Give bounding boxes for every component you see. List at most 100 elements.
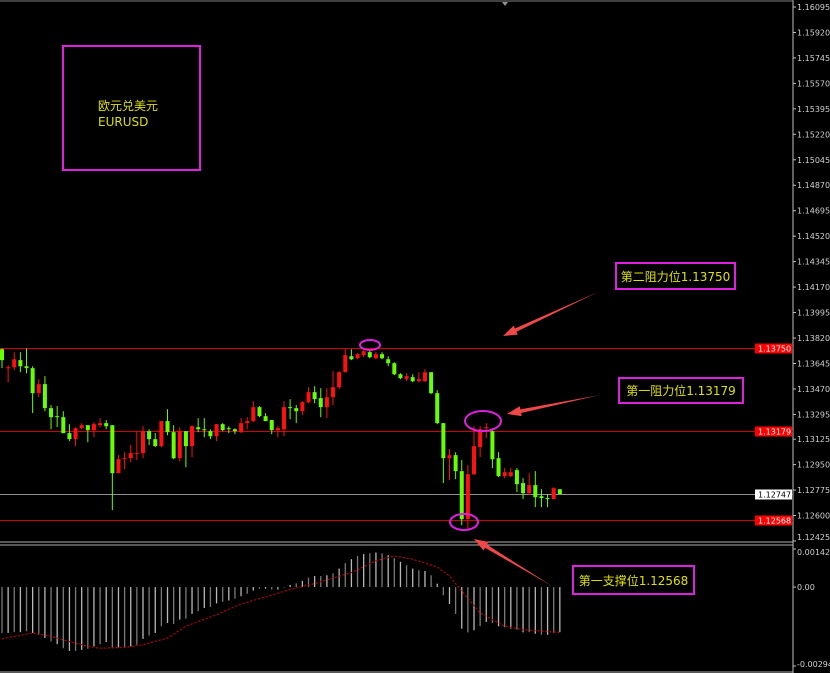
candle-up [190, 426, 195, 447]
current-price-tag [755, 489, 792, 500]
candle-down [226, 428, 231, 430]
price-tick-label: 1.14520 [797, 232, 830, 241]
candle-up [343, 355, 348, 373]
symbol-name-cn: 欧元兑美元 [98, 99, 159, 113]
candle-down [318, 398, 323, 408]
candle-up [79, 425, 84, 429]
current-price-tag-label: 1.12747 [758, 491, 791, 500]
level-price-tag [755, 343, 792, 354]
candle-up [502, 472, 507, 477]
candle-up [337, 372, 342, 388]
candle-down [441, 423, 446, 459]
candle-down [61, 417, 66, 434]
candle-up [527, 485, 532, 494]
price-tick-label: 1.15920 [797, 28, 830, 37]
price-tick-label: 1.14870 [797, 181, 830, 190]
candle-down [202, 429, 207, 431]
macd-tick-label: 0.00 [797, 583, 815, 592]
candle-down [410, 377, 415, 382]
candle-down [392, 363, 397, 375]
candle-up [239, 423, 244, 433]
candle-down [153, 439, 158, 447]
macd-tick-label: 0.00142 [797, 548, 830, 557]
candle-down [110, 425, 115, 474]
candle-down [435, 393, 440, 424]
price-tick-label: 1.12600 [797, 512, 830, 521]
arrow-icon [507, 395, 600, 417]
candle-down [0, 349, 4, 361]
candle-down [386, 359, 391, 364]
candle-down [165, 421, 170, 433]
candle-up [324, 397, 329, 408]
price-tick-label: 1.15220 [797, 130, 830, 139]
candle-down [294, 408, 299, 412]
candle-down [183, 431, 188, 447]
price-tick-label: 1.15745 [797, 54, 830, 63]
candle-up [275, 428, 280, 431]
price-tick-label: 1.15570 [797, 79, 830, 88]
candle-down [147, 431, 152, 440]
candle-up [91, 424, 96, 431]
level-price-tag-label: 1.12568 [758, 517, 791, 526]
symbol-box: 欧元兑美元 EURUSD [62, 45, 201, 171]
candle-down [104, 423, 109, 427]
price-tick-label: 1.13820 [797, 334, 830, 343]
price-tick-label: 1.12950 [797, 461, 830, 470]
candle-up [140, 431, 145, 454]
level-price-tag-label: 1.13179 [758, 428, 791, 437]
candle-up [251, 407, 256, 422]
price-tick-label: 1.16095 [797, 3, 830, 12]
support-1-label: 第一支撑位1.12568 [572, 565, 695, 595]
candle-up [128, 453, 133, 459]
candle-down [545, 498, 550, 500]
arrow-icon [503, 292, 598, 336]
highlight-oval [464, 410, 502, 432]
price-tick-label: 1.13995 [797, 309, 830, 318]
candle-up [361, 351, 366, 356]
candle-down [496, 458, 501, 477]
price-tick-label: 1.14345 [797, 258, 830, 267]
candle-down [220, 424, 225, 431]
candle-down [533, 485, 538, 498]
price-tick-label: 1.12775 [797, 486, 830, 495]
candle-up [122, 458, 127, 460]
candle-down [67, 433, 72, 440]
price-tick-label: 1.15045 [797, 156, 830, 165]
candle-down [521, 483, 526, 494]
candle-up [6, 367, 11, 369]
highlight-oval [359, 339, 381, 351]
candle-down [208, 431, 213, 437]
candle-up [404, 376, 409, 380]
candle-up [331, 387, 336, 398]
macd-signal-line [1, 555, 560, 649]
candle-up [245, 421, 250, 424]
highlight-oval [449, 513, 479, 531]
candle-up [472, 446, 477, 475]
candle-down [380, 354, 385, 359]
level-price-tag [755, 515, 792, 526]
arrow-icon [474, 539, 552, 586]
candle-up [134, 453, 139, 455]
candle-down [367, 352, 372, 358]
candle-down [453, 455, 458, 472]
candle-up [159, 421, 164, 447]
candle-down [55, 416, 60, 418]
price-tick-label: 1.14695 [797, 207, 830, 216]
candle-up [355, 354, 360, 359]
candle-up [36, 384, 41, 394]
candle-down [24, 366, 29, 369]
candle-up [300, 402, 305, 412]
symbol-code: EURUSD [98, 115, 149, 129]
candle-down [263, 416, 268, 422]
candle-up [447, 455, 452, 459]
candle-up [551, 488, 556, 500]
candle-up [508, 472, 513, 477]
candle-up [465, 474, 470, 520]
candle-down [312, 392, 317, 400]
candle-down [349, 356, 354, 360]
price-tick-label: 1.13470 [797, 385, 830, 394]
candle-down [49, 408, 54, 418]
candle-down [288, 407, 293, 409]
candle-up [416, 379, 421, 382]
